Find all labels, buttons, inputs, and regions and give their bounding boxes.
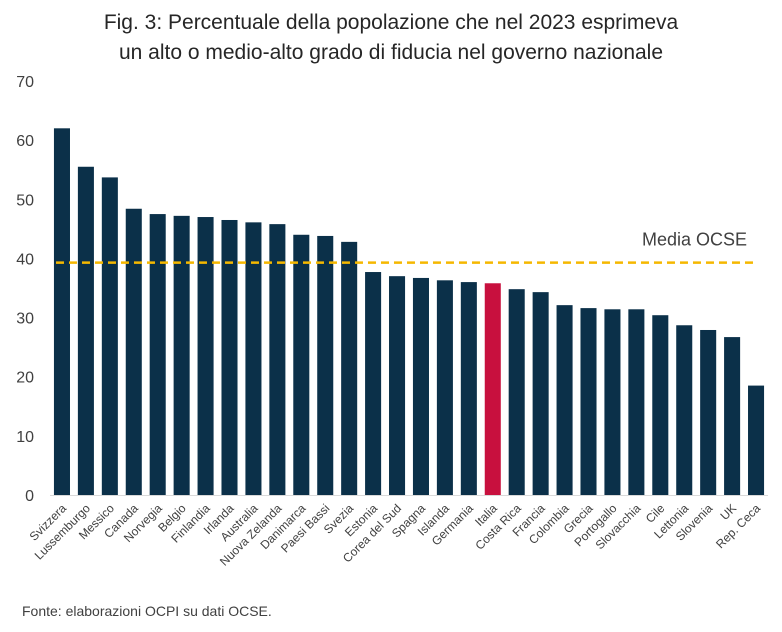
- bar: [293, 234, 310, 495]
- bar: [700, 329, 717, 495]
- y-tick-label: 10: [16, 429, 34, 446]
- y-tick-label: 60: [16, 133, 34, 150]
- chart-title-line-2: un alto o medio-alto grado di fiducia ne…: [118, 41, 664, 64]
- bar: [173, 215, 190, 495]
- bar: [53, 128, 70, 495]
- bar: [389, 276, 406, 495]
- y-tick-label: 50: [16, 192, 34, 209]
- chart-title-line-1: Fig. 3: Percentuale della popolazione ch…: [103, 11, 679, 34]
- bar: [412, 277, 429, 495]
- average-label: Media OCSE: [642, 230, 747, 250]
- bar: [724, 337, 741, 495]
- bar: [508, 289, 525, 495]
- bar: [556, 305, 573, 495]
- bar: [652, 315, 669, 495]
- chart-title: Fig. 3: Percentuale della popolazione ch…: [0, 8, 782, 68]
- bar: [748, 385, 765, 495]
- y-tick-label: 30: [16, 311, 34, 328]
- bar: [77, 166, 94, 495]
- bar: [269, 224, 286, 495]
- bar: [580, 308, 597, 495]
- bar-highlight: [484, 283, 501, 495]
- bar: [245, 222, 262, 495]
- bar: [436, 280, 453, 495]
- bar: [604, 309, 621, 495]
- bar: [101, 177, 118, 495]
- bar: [149, 214, 166, 495]
- y-tick-label: 40: [16, 251, 34, 268]
- source-note: Fonte: elaborazioni OCPI su dati OCSE.: [22, 603, 272, 619]
- bar: [676, 325, 693, 495]
- bar: [125, 208, 142, 495]
- bar: [532, 292, 549, 495]
- bar: [460, 282, 477, 495]
- bar: [317, 235, 334, 495]
- bar: [341, 241, 358, 495]
- y-tick-label: 20: [16, 370, 34, 387]
- y-tick-label: 0: [25, 488, 34, 505]
- bar: [197, 217, 214, 495]
- bar: [221, 219, 238, 496]
- bar: [365, 272, 382, 495]
- bar: [628, 309, 645, 495]
- y-tick-label: 70: [16, 74, 34, 91]
